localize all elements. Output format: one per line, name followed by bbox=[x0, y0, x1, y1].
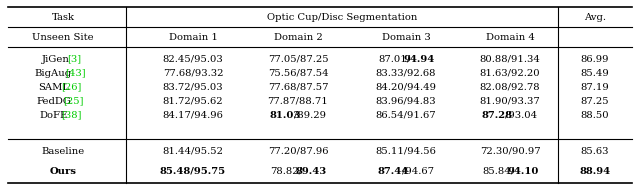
Text: 85.11/94.56: 85.11/94.56 bbox=[376, 146, 436, 155]
Text: Avg.: Avg. bbox=[584, 12, 606, 21]
Text: 94.94: 94.94 bbox=[403, 54, 435, 64]
Text: Ours: Ours bbox=[49, 167, 77, 176]
Text: [38]: [38] bbox=[61, 111, 82, 120]
Text: 77.68/87.57: 77.68/87.57 bbox=[268, 82, 328, 91]
Text: 85.63: 85.63 bbox=[580, 146, 609, 155]
Text: FedDG: FedDG bbox=[36, 97, 71, 105]
Text: Domain 2: Domain 2 bbox=[274, 33, 323, 42]
Text: 78.82/: 78.82/ bbox=[271, 167, 303, 176]
Text: [26]: [26] bbox=[61, 82, 82, 91]
Text: 81.03: 81.03 bbox=[269, 111, 301, 120]
Text: 77.05/87.25: 77.05/87.25 bbox=[268, 54, 328, 64]
Text: 87.01/: 87.01/ bbox=[378, 54, 411, 64]
Text: 81.63/92.20: 81.63/92.20 bbox=[480, 68, 540, 77]
Text: 85.49: 85.49 bbox=[580, 68, 609, 77]
Text: DoFE: DoFE bbox=[39, 111, 68, 120]
Text: 83.72/95.03: 83.72/95.03 bbox=[163, 82, 223, 91]
Text: 84.20/94.49: 84.20/94.49 bbox=[376, 82, 436, 91]
Text: 89.43: 89.43 bbox=[295, 167, 326, 176]
Text: 88.94: 88.94 bbox=[579, 167, 611, 176]
Text: 87.28: 87.28 bbox=[482, 111, 513, 120]
Text: 87.25: 87.25 bbox=[580, 97, 609, 105]
Text: 75.56/87.54: 75.56/87.54 bbox=[268, 68, 328, 77]
Text: 85.84/: 85.84/ bbox=[483, 167, 515, 176]
Text: [43]: [43] bbox=[65, 68, 86, 77]
Text: 85.48/95.75: 85.48/95.75 bbox=[160, 167, 226, 176]
Text: 80.88/91.34: 80.88/91.34 bbox=[479, 54, 540, 64]
Text: [25]: [25] bbox=[63, 97, 84, 105]
Text: 84.17/94.96: 84.17/94.96 bbox=[163, 111, 223, 120]
Text: 81.72/95.62: 81.72/95.62 bbox=[163, 97, 223, 105]
Text: 94.10: 94.10 bbox=[508, 167, 539, 176]
Text: [3]: [3] bbox=[67, 54, 81, 64]
Text: 82.08/92.78: 82.08/92.78 bbox=[480, 82, 540, 91]
Text: /93.04: /93.04 bbox=[506, 111, 538, 120]
Text: 86.99: 86.99 bbox=[580, 54, 609, 64]
Text: Unseen Site: Unseen Site bbox=[32, 33, 94, 42]
Text: 81.90/93.37: 81.90/93.37 bbox=[479, 97, 540, 105]
Text: 86.54/91.67: 86.54/91.67 bbox=[376, 111, 436, 120]
Text: SAML: SAML bbox=[38, 82, 69, 91]
Text: Optic Cup/Disc Segmentation: Optic Cup/Disc Segmentation bbox=[267, 12, 417, 21]
Text: BigAug: BigAug bbox=[35, 68, 72, 77]
Text: 87.19: 87.19 bbox=[580, 82, 609, 91]
Text: 88.50: 88.50 bbox=[580, 111, 609, 120]
Text: Task: Task bbox=[51, 12, 74, 21]
Text: /89.29: /89.29 bbox=[294, 111, 326, 120]
Text: 82.45/95.03: 82.45/95.03 bbox=[163, 54, 223, 64]
Text: Domain 4: Domain 4 bbox=[486, 33, 534, 42]
Text: /94.67: /94.67 bbox=[401, 167, 433, 176]
Text: Domain 1: Domain 1 bbox=[168, 33, 218, 42]
Text: 87.44: 87.44 bbox=[378, 167, 409, 176]
Text: 72.30/90.97: 72.30/90.97 bbox=[480, 146, 540, 155]
Text: 77.87/88.71: 77.87/88.71 bbox=[268, 97, 328, 105]
Text: 81.44/95.52: 81.44/95.52 bbox=[163, 146, 223, 155]
Text: 83.96/94.83: 83.96/94.83 bbox=[376, 97, 436, 105]
Text: JiGen: JiGen bbox=[42, 54, 70, 64]
Text: Domain 3: Domain 3 bbox=[381, 33, 430, 42]
Text: 77.20/87.96: 77.20/87.96 bbox=[268, 146, 328, 155]
Text: 77.68/93.32: 77.68/93.32 bbox=[163, 68, 223, 77]
Text: 83.33/92.68: 83.33/92.68 bbox=[376, 68, 436, 77]
Text: Baseline: Baseline bbox=[42, 146, 84, 155]
